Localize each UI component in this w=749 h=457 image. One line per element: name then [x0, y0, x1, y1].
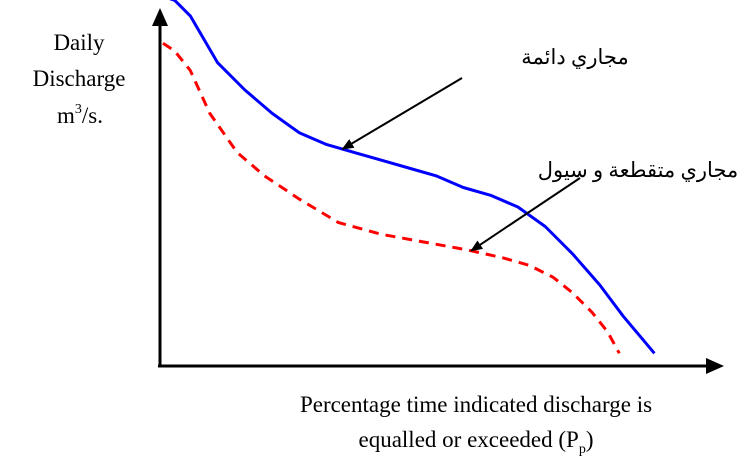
y-axis-label-line-2: Discharge	[33, 66, 126, 91]
series-line-1	[169, 0, 656, 355]
annotation-label-1: مجاري دائمة	[521, 45, 628, 70]
annotation-arrow-1	[341, 77, 463, 150]
series-layer	[162, 0, 656, 355]
y-axis-unit-label: m3/s.	[57, 102, 103, 128]
series-line-2	[162, 41, 621, 355]
x-axis-label-line-2: equalled or exceeded (Pp)	[359, 427, 594, 457]
y-axis-arrow-icon	[152, 8, 168, 26]
x-axis-arrow-icon	[706, 358, 724, 374]
annotation-label-2: مجاري متقطعة و سيول	[538, 158, 739, 183]
annotation-arrow-2	[470, 177, 581, 252]
annotation-layer: مجاري دائمة مجاري متقطعة و سيول	[341, 45, 739, 252]
chart-axes	[152, 8, 724, 374]
y-axis-label-line-1: Daily	[53, 30, 105, 55]
x-axis-label-line-1: Percentage time indicated discharge is	[300, 392, 652, 417]
